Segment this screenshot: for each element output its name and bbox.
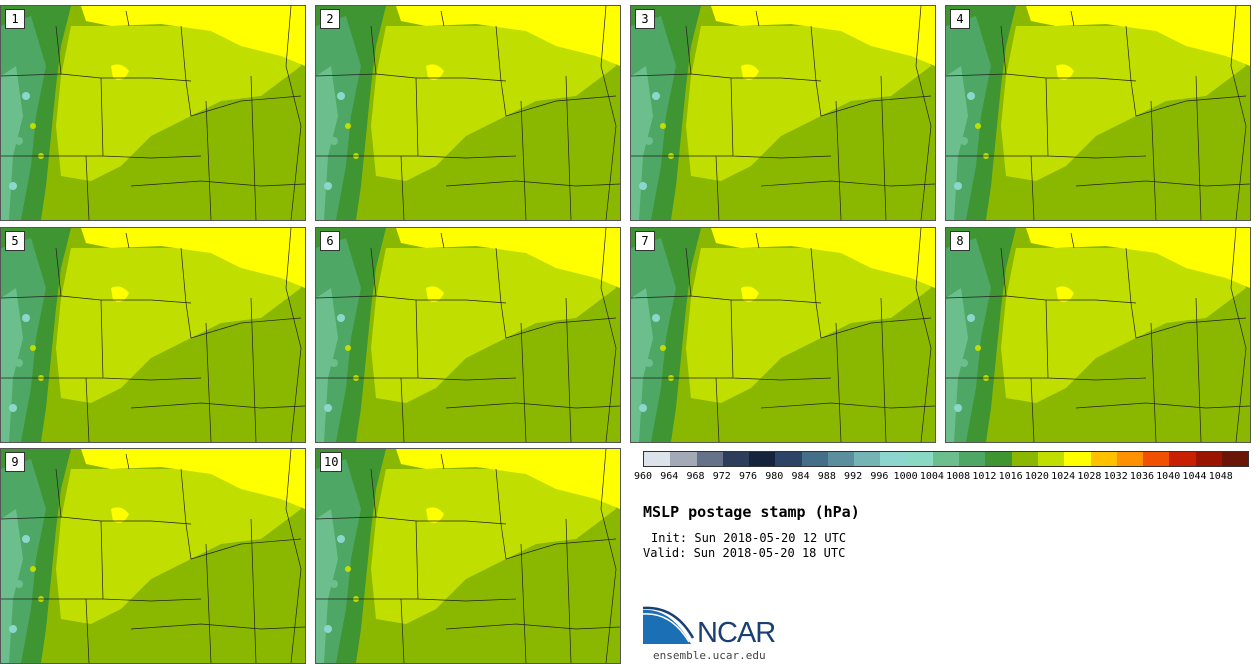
colorbar-swatch	[854, 452, 881, 466]
panel-number: 3	[635, 9, 655, 29]
colorbar-swatch	[959, 452, 986, 466]
colorbar-tick-label: 1008	[946, 471, 971, 482]
stamp-panel-3: 3	[630, 5, 936, 221]
stamp-panel-9: 9	[0, 448, 306, 664]
panel-number: 4	[950, 9, 970, 29]
mslp-map-6	[316, 228, 620, 442]
colorbar-swatch	[696, 452, 723, 466]
colorbar-swatch	[670, 452, 697, 466]
colorbar-swatch	[1221, 452, 1249, 466]
colorbar-swatch	[985, 452, 1012, 466]
ncar-logo-icon	[642, 606, 695, 644]
colorbar-tick-label: 1000	[893, 471, 918, 482]
stamp-panel-5: 5	[0, 227, 306, 443]
colorbar-tick-label: 964	[660, 471, 679, 482]
colorbar-tick-label: 988	[817, 471, 836, 482]
colorbar-tick-label: 1016	[998, 471, 1023, 482]
colorbar-swatch	[1090, 452, 1117, 466]
colorbar-tick-label: 1004	[919, 471, 944, 482]
ncar-logo-text: NCAR	[697, 617, 776, 649]
mslp-map-10	[316, 449, 620, 663]
colorbar-swatch	[1195, 452, 1222, 466]
mslp-map-2	[316, 6, 620, 220]
colorbar-swatch	[1011, 452, 1038, 466]
mslp-map-7	[631, 228, 935, 442]
panel-number: 7	[635, 231, 655, 251]
colorbar-swatch	[1169, 452, 1196, 466]
panel-number: 5	[5, 231, 25, 251]
colorbar-swatch	[1116, 452, 1144, 466]
mslp-map-4	[946, 6, 1250, 220]
colorbar-tick-label: 996	[870, 471, 889, 482]
mslp-map-8	[946, 228, 1250, 442]
colorbar-swatch	[827, 452, 855, 466]
colorbar-swatch	[775, 452, 802, 466]
colorbar-tick-label: 1028	[1077, 471, 1102, 482]
mslp-map-9	[1, 449, 305, 663]
stamp-panel-6: 6	[315, 227, 621, 443]
stamp-panel-1: 1	[0, 5, 306, 221]
stamp-panel-2: 2	[315, 5, 621, 221]
panel-number: 9	[5, 452, 25, 472]
stamp-panel-4: 4	[945, 5, 1251, 221]
panel-number: 2	[320, 9, 340, 29]
colorbar-tick-label: 1020	[1024, 471, 1049, 482]
colorbar-swatch	[906, 452, 933, 466]
colorbar-tick-label: 1048	[1208, 471, 1233, 482]
colorbar-swatch	[932, 452, 960, 466]
colorbar-swatch	[1037, 452, 1065, 466]
colorbar-tick-label: 1040	[1156, 471, 1181, 482]
colorbar-tick-label: 1024	[1051, 471, 1076, 482]
colorbar-swatch	[644, 452, 671, 466]
panel-number: 8	[950, 231, 970, 251]
colorbar-swatch	[722, 452, 750, 466]
colorbar-tick-label: 1036	[1129, 471, 1154, 482]
mslp-map-1	[1, 6, 305, 220]
panel-number: 1	[5, 9, 25, 29]
colorbar-swatch	[1143, 452, 1170, 466]
init-time: Init: Sun 2018-05-20 12 UTC	[651, 531, 847, 545]
stamp-panel-10: 10	[315, 448, 621, 664]
colorbar-tick-label: 980	[765, 471, 784, 482]
colorbar-swatch	[749, 452, 776, 466]
colorbar-tick-label: 976	[739, 471, 758, 482]
mslp-map-5	[1, 228, 305, 442]
colorbar-tick-label: 1032	[1103, 471, 1128, 482]
plot-title: MSLP postage stamp (hPa)	[643, 503, 860, 521]
colorbar-tick-label: 1012	[972, 471, 997, 482]
colorbar-swatch	[801, 452, 828, 466]
colorbar-tick-label: 992	[844, 471, 863, 482]
stamp-panel-7: 7	[630, 227, 936, 443]
colorbar-tick-label: 968	[686, 471, 705, 482]
colorbar-swatch	[1064, 452, 1091, 466]
panel-number: 10	[320, 452, 343, 472]
colorbar-tick-label: 960	[633, 471, 653, 482]
colorbar-swatch	[880, 452, 907, 466]
valid-time: Valid: Sun 2018-05-20 18 UTC	[643, 546, 846, 560]
colorbar-tick-label: 972	[712, 471, 731, 482]
mslp-map-3	[631, 6, 935, 220]
ncar-url: ensemble.ucar.edu	[653, 649, 766, 662]
pressure-colorbar	[643, 451, 1249, 467]
colorbar-labels: 960 964 968 972 976 980 984 988 992 996 1000 1004 10…	[633, 471, 1253, 485]
colorbar-tick-label: 1044	[1182, 471, 1207, 482]
stamp-panel-8: 8	[945, 227, 1251, 443]
panel-number: 6	[320, 231, 340, 251]
colorbar-tick-label: 984	[791, 471, 810, 482]
